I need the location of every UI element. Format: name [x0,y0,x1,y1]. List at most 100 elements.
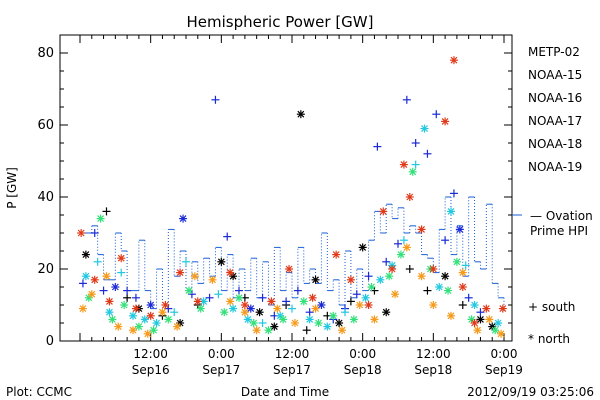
data-point-noaa-16 [229,304,238,313]
data-point-noaa-15 [282,297,291,306]
data-point-noaa-16 [243,315,252,324]
data-point-noaa-17 [367,283,376,291]
y-tick-label: 80 [37,46,54,61]
data-point-noaa-19 [458,283,467,291]
x-tick-time-label: 0:00 [208,347,235,361]
legend-item: NOAA-17 [528,114,582,128]
data-point-noaa-18 [290,319,299,327]
data-point-noaa-15 [293,286,302,295]
data-point-noaa-19 [399,160,408,169]
data-point-noaa-19 [441,117,450,126]
data-point-noaa-19 [161,301,170,309]
data-point-noaa-18 [355,301,364,309]
data-point-noaa-18 [173,322,182,331]
data-point-noaa-15 [131,293,140,302]
data-point-noaa-15 [432,110,441,119]
data-point-noaa-19 [405,193,414,201]
data-point-noaa-19 [193,297,202,306]
data-point-noaa-19 [417,225,426,234]
data-point-noaa-15 [364,272,373,281]
data-point-metp-02 [382,308,391,317]
data-point-noaa-16 [323,322,332,331]
data-point-noaa-19 [449,56,458,65]
data-point-noaa-18 [102,272,111,281]
x-tick-time-label: 12:00 [133,347,168,361]
data-point-noaa-15 [123,286,132,295]
data-point-noaa-17 [108,315,117,324]
data-point-noaa-18 [143,329,152,338]
data-point-noaa-15 [464,293,473,302]
data-point-noaa-19 [482,304,491,313]
legend-north-symbol: * north [528,332,570,346]
data-point-noaa-15 [146,301,155,309]
data-point-noaa-19 [90,275,99,284]
data-point-noaa-17 [164,315,173,324]
legend-south-symbol: + south [528,300,575,314]
data-point-noaa-15 [99,286,108,295]
data-point-noaa-15 [373,142,382,151]
chart-title: Hemispheric Power [GW] [187,13,374,31]
data-point-noaa-17 [249,319,258,327]
data-point-noaa-16 [376,275,385,284]
data-point-noaa-16 [288,304,296,313]
data-point-metp-02 [217,257,226,266]
data-point-noaa-16 [305,315,314,324]
footer-plot-source: Plot: CCMC [6,385,72,399]
data-point-noaa-16 [399,236,408,245]
data-point-noaa-19 [379,207,388,216]
data-point-noaa-16 [361,293,370,302]
data-point-noaa-15 [402,95,411,104]
data-point-noaa-18 [158,308,167,317]
data-point-noaa-15 [305,308,314,317]
legend-ovation-line2: Prime HPI [530,224,588,238]
data-point-metp-02 [296,110,305,119]
data-point-noaa-17 [314,319,323,327]
data-point-noaa-16 [117,268,126,277]
data-point-noaa-18 [391,290,400,299]
data-point-noaa-17 [408,167,417,176]
data-point-noaa-15 [411,139,420,147]
data-point-noaa-17 [452,257,461,266]
data-point-noaa-15 [179,214,188,223]
data-point-metp-02 [302,326,311,335]
footer-timestamp: 2012/09/19 03:25:06 [467,385,594,399]
data-point-noaa-15 [258,293,267,302]
data-point-noaa-16 [411,160,420,169]
x-tick-date-label: Sep17 [273,363,311,377]
data-point-noaa-15 [382,257,391,266]
data-point-noaa-17 [96,214,105,223]
data-point-noaa-19 [105,297,114,306]
data-point-metp-02 [441,272,450,281]
y-tick-label: 40 [37,190,54,205]
data-point-noaa-18 [338,326,347,335]
data-point-noaa-18 [458,268,467,277]
data-point-noaa-15 [441,236,450,245]
data-point-noaa-17 [385,272,394,281]
data-point-noaa-18 [226,297,235,306]
data-point-noaa-16 [140,315,149,324]
y-tick-label: 20 [37,262,54,277]
data-point-noaa-18 [190,272,199,281]
data-point-noaa-18 [497,329,506,338]
data-point-noaa-18 [473,326,482,335]
y-tick-label: 0 [46,334,54,349]
data-point-metp-02 [311,275,320,284]
data-point-noaa-18 [114,322,123,331]
data-point-noaa-15 [423,149,432,158]
data-point-noaa-16 [129,311,137,320]
data-point-noaa-16 [470,301,479,309]
data-point-noaa-18 [370,315,379,324]
data-point-noaa-18 [273,304,282,313]
data-point-metp-02 [476,315,485,324]
data-point-noaa-18 [78,304,87,313]
data-point-noaa-17 [120,301,129,309]
data-point-noaa-18 [208,275,217,284]
data-point-noaa-18 [429,301,438,309]
data-point-noaa-19 [332,250,341,259]
data-point-metp-02 [405,265,414,273]
data-point-noaa-17 [134,322,143,331]
data-point-noaa-15 [223,232,232,241]
data-point-metp-02 [81,250,90,259]
data-point-noaa-15 [394,239,402,248]
